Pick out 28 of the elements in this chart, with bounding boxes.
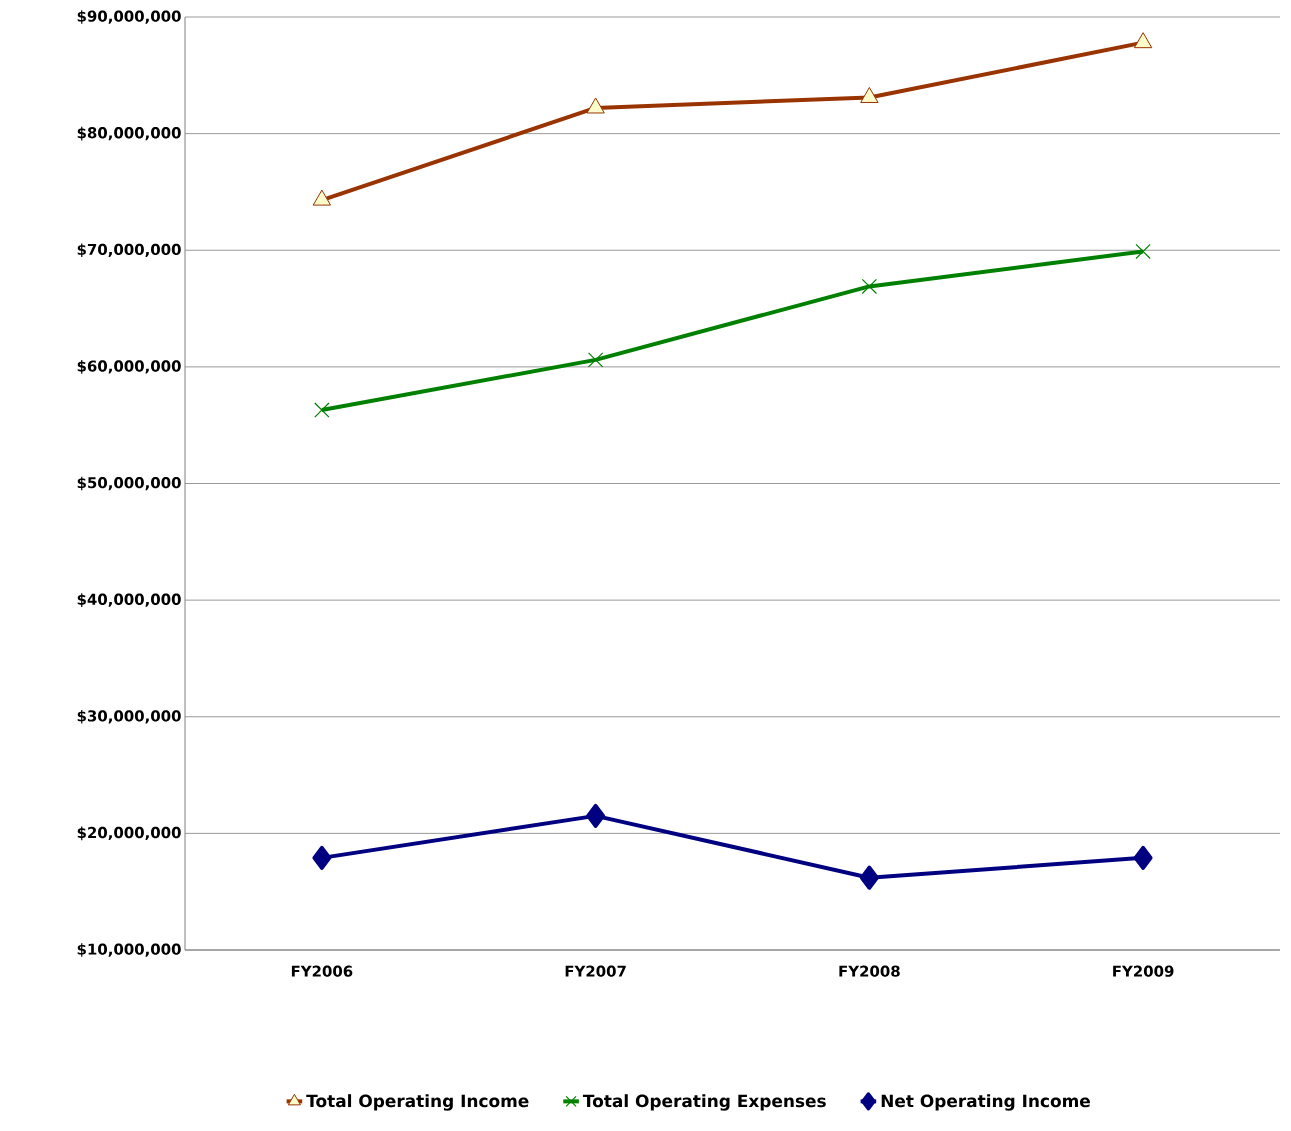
y-tick-label: $60,000,000 <box>77 360 181 374</box>
point <box>1135 243 1151 260</box>
point <box>586 97 605 114</box>
point <box>586 803 606 828</box>
point <box>1133 32 1153 49</box>
y-tick-label: $10,000,000 <box>77 943 181 957</box>
x-tick-label: FY2006 <box>291 965 353 977</box>
legend-label: Total Operating Expenses <box>582 1094 826 1111</box>
y-tick-label: $80,000,000 <box>77 126 181 141</box>
y-tick-label: $20,000,000 <box>77 826 181 841</box>
point <box>312 189 332 206</box>
legend-label: Net Operating Income <box>881 1094 1090 1111</box>
y-tick-label: $90,000,000 <box>77 10 181 24</box>
x-tick-label: FY2007 <box>565 965 626 977</box>
point <box>859 865 879 890</box>
x-tick-label: FY2009 <box>1113 965 1174 977</box>
point <box>314 402 330 418</box>
y-tick-label: $50,000,000 <box>77 476 181 491</box>
point <box>861 278 878 295</box>
point <box>587 352 604 368</box>
y-tick-label: $70,000,000 <box>77 243 181 258</box>
point <box>860 86 879 103</box>
point <box>312 845 332 870</box>
legend-label: Total Operating Income <box>306 1094 529 1111</box>
y-tick-label: $40,000,000 <box>77 593 181 607</box>
point <box>1133 845 1153 870</box>
x-tick-label: FY2008 <box>839 965 900 977</box>
y-tick-label: $30,000,000 <box>77 709 181 724</box>
